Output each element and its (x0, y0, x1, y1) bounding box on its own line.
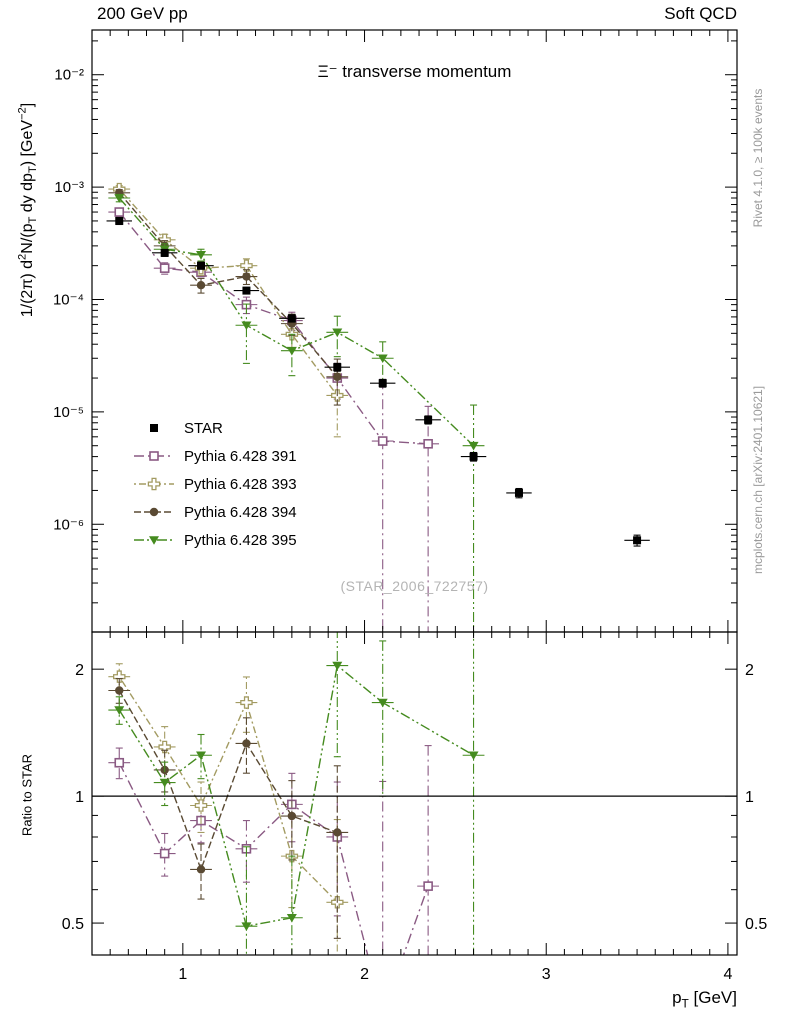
main-series-pythia-6-428-393 (108, 182, 349, 438)
axis-ticks (91, 30, 737, 955)
svg-text:10⁻⁴: 10⁻⁴ (53, 291, 84, 308)
ratio-series-pythia-6-428-393 (108, 663, 349, 955)
svg-text:3: 3 (542, 966, 551, 983)
svg-text:0.5: 0.5 (745, 916, 767, 933)
svg-text:10⁻⁵: 10⁻⁵ (53, 404, 84, 421)
svg-text:0.5: 0.5 (62, 916, 84, 933)
ratio-panel-frame (91, 631, 738, 956)
ratio-series-pythia-6-428-394 (108, 678, 349, 939)
main-panel-series (106, 182, 650, 632)
main-series-star (106, 216, 650, 547)
svg-text:10⁻⁶: 10⁻⁶ (53, 516, 84, 533)
svg-text:4: 4 (723, 966, 732, 983)
main-series-pythia-6-428-391 (108, 207, 440, 632)
svg-text:1: 1 (745, 789, 754, 806)
main-series-pythia-6-428-394 (108, 188, 349, 406)
svg-text:2: 2 (75, 662, 84, 679)
svg-text:2: 2 (360, 966, 369, 983)
svg-text:1: 1 (178, 966, 187, 983)
svg-text:1: 1 (75, 789, 84, 806)
main-series-pythia-6-428-395 (108, 193, 485, 632)
axis-tick-labels: 1 2 3 4 10⁻⁶ 10⁻⁵ 10⁻⁴ 10⁻³ 10⁻² 0.5 0.5 1 1 2 2 (53, 67, 767, 983)
svg-text:2: 2 (745, 662, 754, 679)
svg-text:10⁻³: 10⁻³ (54, 179, 84, 196)
ratio-panel-series (108, 632, 485, 955)
svg-text:10⁻²: 10⁻² (54, 67, 84, 84)
ratio-series-pythia-6-428-395 (108, 632, 485, 955)
